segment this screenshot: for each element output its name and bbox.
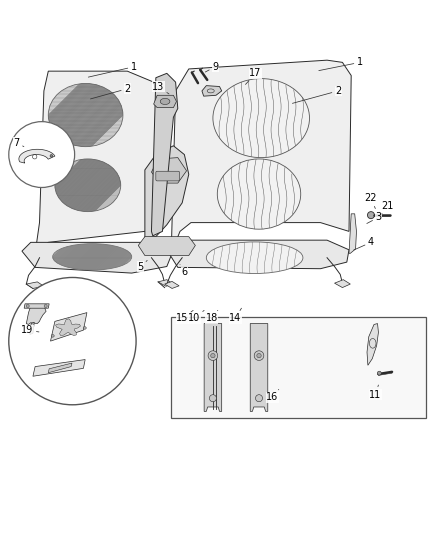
Polygon shape [151,74,177,236]
Polygon shape [26,306,46,325]
Ellipse shape [160,99,170,104]
Text: 21: 21 [380,201,392,214]
Polygon shape [250,324,267,411]
Polygon shape [145,146,188,238]
Text: 18: 18 [205,310,217,324]
Text: 2: 2 [292,86,340,103]
Polygon shape [366,324,378,365]
Circle shape [9,122,74,188]
Ellipse shape [376,371,380,375]
Polygon shape [169,240,348,269]
Ellipse shape [206,242,302,273]
Text: 22: 22 [364,193,376,208]
Text: 4: 4 [353,237,373,250]
Polygon shape [158,280,173,286]
Circle shape [9,278,136,405]
Ellipse shape [254,351,263,360]
Text: 14: 14 [229,308,241,324]
Text: 15: 15 [176,310,193,324]
Ellipse shape [44,304,47,308]
Text: 11: 11 [368,385,381,400]
Text: 7: 7 [14,138,24,148]
Polygon shape [35,71,162,253]
Polygon shape [201,86,221,96]
Text: 6: 6 [180,264,187,277]
Polygon shape [151,158,186,183]
Text: 2: 2 [90,84,130,99]
Ellipse shape [367,212,374,219]
Ellipse shape [208,351,217,360]
Text: 16: 16 [265,390,278,402]
Ellipse shape [212,78,309,158]
Ellipse shape [53,244,131,270]
Polygon shape [56,319,80,336]
Ellipse shape [48,84,123,147]
Polygon shape [24,304,49,308]
Ellipse shape [255,395,262,402]
Polygon shape [138,237,195,255]
Text: 19: 19 [21,325,39,335]
Text: 1: 1 [318,58,362,70]
Ellipse shape [55,159,120,212]
Polygon shape [30,322,34,335]
Polygon shape [153,95,176,108]
Ellipse shape [209,395,216,402]
Text: 3: 3 [366,212,381,223]
Polygon shape [164,281,179,288]
Polygon shape [48,363,72,373]
Text: 17: 17 [245,68,261,84]
Ellipse shape [83,327,86,329]
Ellipse shape [210,353,215,358]
Ellipse shape [217,159,300,229]
Polygon shape [19,149,55,163]
Ellipse shape [51,335,54,337]
Polygon shape [50,312,87,341]
Ellipse shape [26,304,29,308]
Polygon shape [26,282,44,288]
Polygon shape [348,214,356,253]
Polygon shape [204,324,221,411]
Text: 13: 13 [152,82,169,94]
Text: 5: 5 [137,261,147,271]
Text: 10: 10 [187,310,204,324]
Polygon shape [22,243,171,273]
Polygon shape [334,280,350,288]
Text: 1: 1 [88,62,137,77]
Text: 9: 9 [205,62,218,72]
Ellipse shape [50,155,53,157]
Bar [171,317,425,418]
Polygon shape [33,360,85,376]
FancyBboxPatch shape [155,171,179,181]
Polygon shape [171,60,350,253]
Ellipse shape [256,353,261,358]
